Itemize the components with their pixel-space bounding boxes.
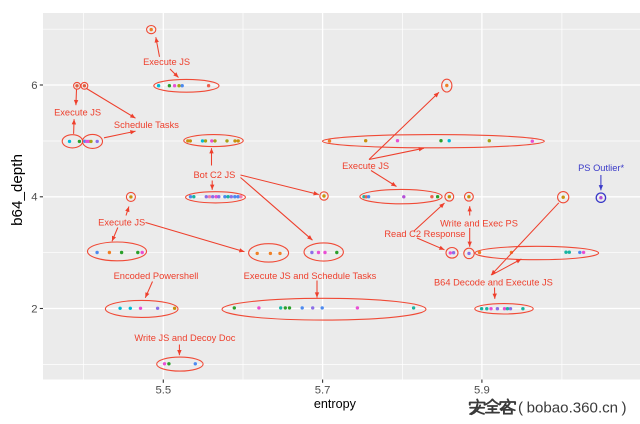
svg-text:bobao.360.cn: bobao.360.cn bbox=[526, 398, 617, 415]
svg-text:Execute JS: Execute JS bbox=[54, 107, 101, 117]
svg-text:b64_depth: b64_depth bbox=[9, 154, 26, 226]
svg-text:entropy: entropy bbox=[314, 397, 357, 411]
svg-text:(: ( bbox=[517, 398, 522, 415]
svg-text:4: 4 bbox=[31, 192, 37, 204]
svg-text:Schedule Tasks: Schedule Tasks bbox=[114, 120, 179, 130]
svg-text:5.7: 5.7 bbox=[315, 384, 331, 396]
svg-text:Write JS and Decoy Doc: Write JS and Decoy Doc bbox=[134, 333, 235, 343]
svg-text:5.9: 5.9 bbox=[474, 384, 490, 396]
svg-text:Execute JS: Execute JS bbox=[143, 57, 190, 67]
svg-text:5.5: 5.5 bbox=[155, 384, 171, 396]
svg-text:Execute JS: Execute JS bbox=[98, 218, 145, 228]
svg-text:PS Outlier*: PS Outlier* bbox=[578, 163, 624, 173]
svg-text:Bot C2 JS: Bot C2 JS bbox=[193, 170, 235, 180]
svg-text:Execute JS: Execute JS bbox=[342, 161, 389, 171]
svg-text:6: 6 bbox=[31, 80, 37, 92]
svg-text:B64 Decode and Execute JS: B64 Decode and Execute JS bbox=[434, 277, 553, 287]
svg-text:Write and Exec PS: Write and Exec PS bbox=[440, 218, 518, 228]
svg-text:(: ( bbox=[518, 399, 523, 416]
svg-text:Read C2 Response: Read C2 Response bbox=[384, 229, 465, 239]
svg-text:): ) bbox=[622, 399, 627, 416]
svg-text:Execute JS and Schedule Tasks: Execute JS and Schedule Tasks bbox=[244, 271, 377, 281]
svg-text:Encoded Powershell: Encoded Powershell bbox=[114, 271, 199, 281]
svg-text:): ) bbox=[621, 398, 626, 415]
svg-text:bobao.360.cn: bobao.360.cn bbox=[527, 399, 618, 416]
svg-text:2: 2 bbox=[31, 303, 37, 315]
